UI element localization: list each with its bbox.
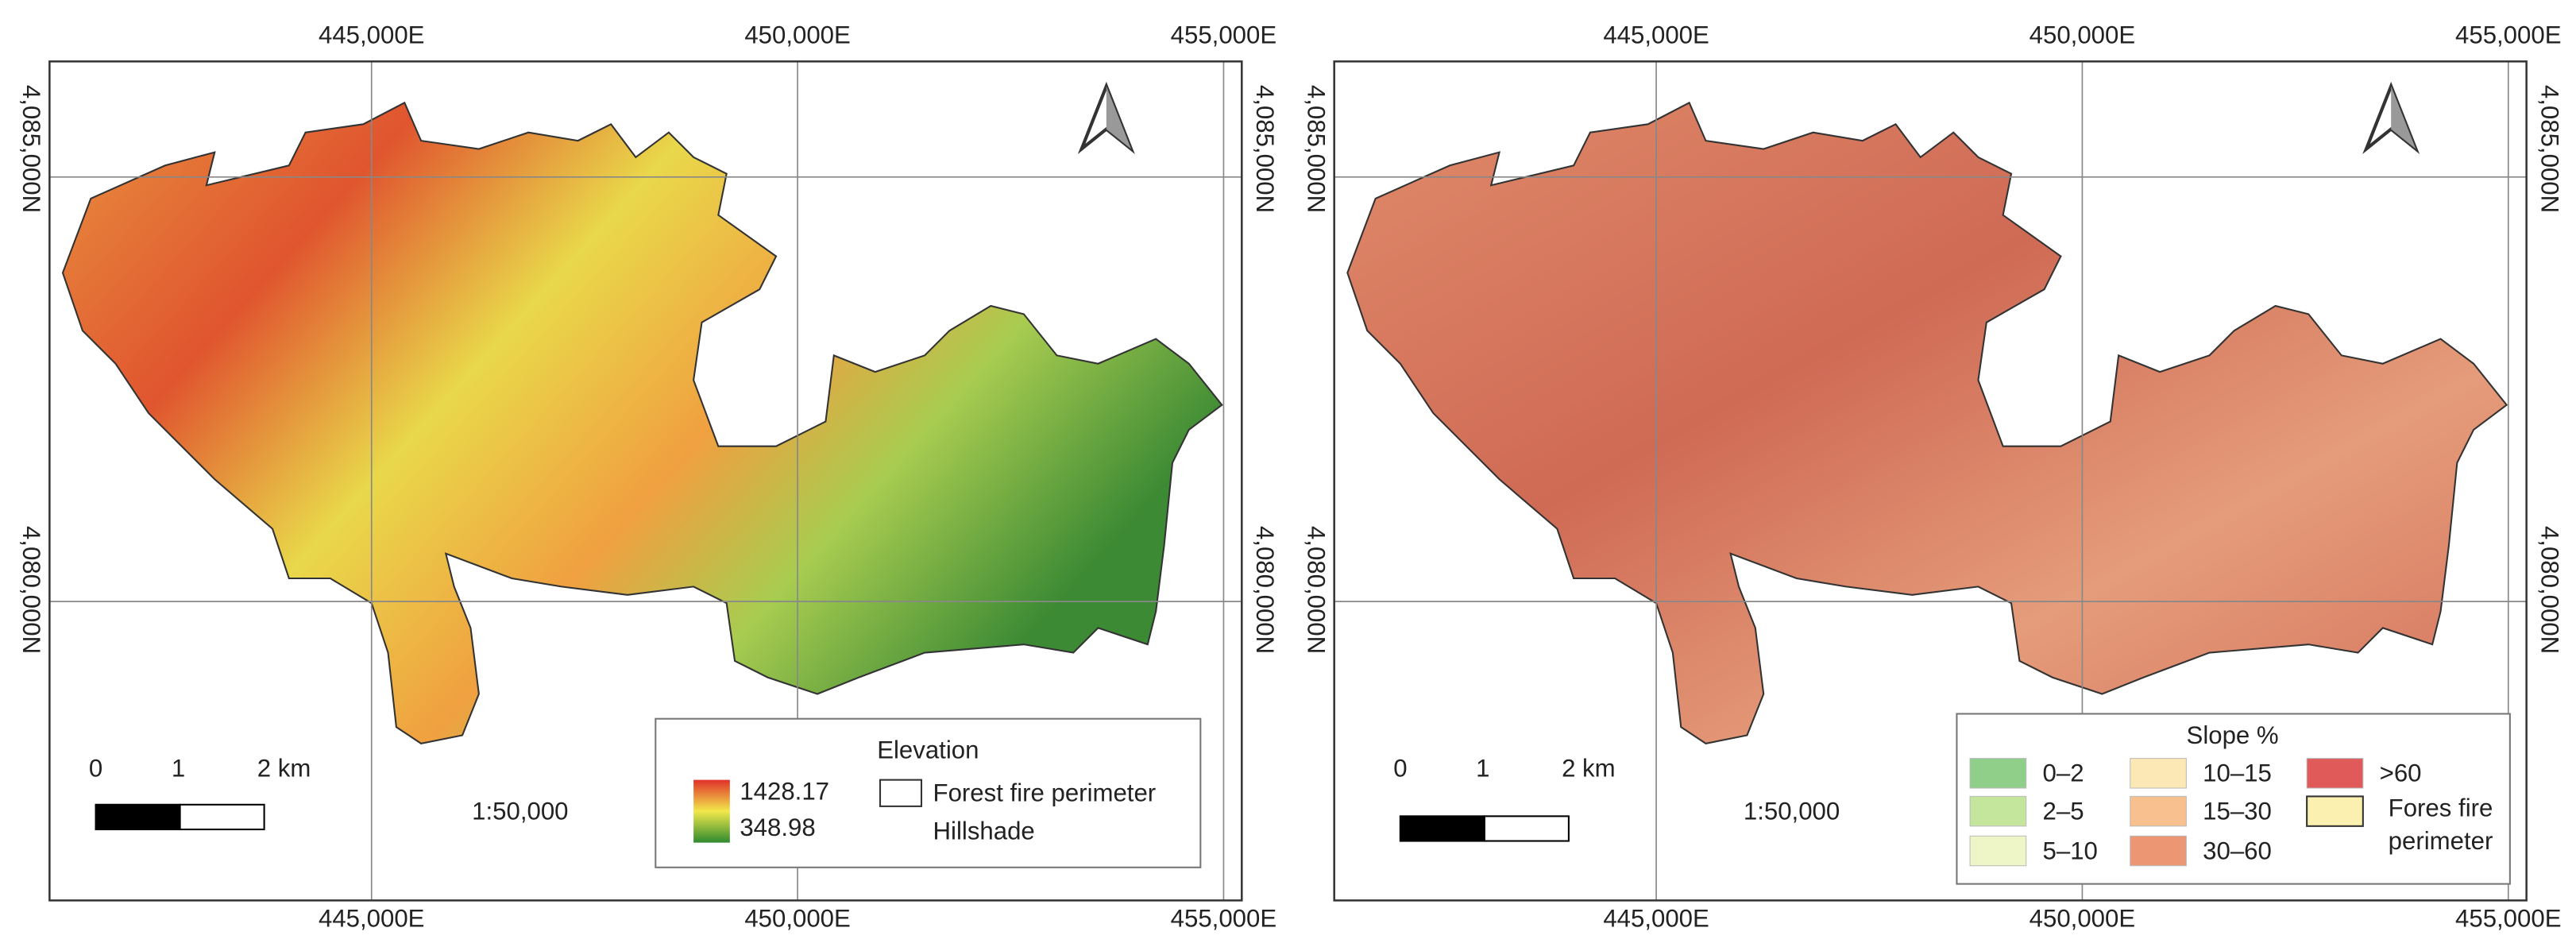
northing-label: 4,085,000N	[1251, 85, 1279, 213]
legend-swatch	[2130, 795, 2187, 827]
northing-label: 4,085,000N	[1303, 85, 1330, 213]
easting-label: 445,000E	[1603, 905, 1709, 933]
map-frame	[48, 60, 1243, 902]
easting-label: 450,000E	[2030, 21, 2135, 48]
legend-item: 5–10	[2043, 837, 2098, 864]
ramp-max: 1428.17	[740, 777, 829, 805]
easting-label: 450,000E	[744, 905, 850, 933]
scale-bar-white	[1483, 815, 1570, 842]
legend-item: Hillshade	[933, 817, 1035, 845]
easting-label: 445,000E	[1603, 21, 1709, 48]
slope-layer	[1346, 101, 2508, 744]
scale-bar-white	[179, 803, 265, 831]
scale-bar-label: 2 km	[257, 754, 311, 782]
legend-title: Slope %	[2187, 721, 2279, 749]
legend-item: 2–5	[2043, 797, 2084, 825]
north-arrow-half	[1106, 86, 1132, 149]
scale-bar-label: 2 km	[1562, 754, 1616, 782]
scale-bar-label: 0	[1393, 754, 1407, 782]
easting-label: 450,000E	[744, 21, 850, 48]
map-panel: 445,000E 450,000E 455,000E 445,000E 450,000E…	[17, 21, 1279, 932]
northing-label: 4,080,000N	[1251, 526, 1279, 654]
northing-label: 4,080,000N	[17, 526, 45, 654]
elevation-layer	[61, 101, 1223, 744]
legend-box	[655, 717, 1202, 868]
scale-text: 1:50,000	[1744, 797, 1840, 825]
legend-item: Forest fire perimeter	[933, 779, 1157, 807]
legend-item-wrap: Fores fire perimeter	[2388, 794, 2493, 856]
legend-swatch	[2130, 835, 2187, 867]
easting-label: 445,000E	[319, 905, 424, 933]
legend-item: 0–2	[2043, 760, 2084, 787]
perimeter-swatch	[879, 779, 923, 807]
ramp-min: 348.98	[740, 814, 815, 841]
legend-title: Elevation	[877, 736, 979, 764]
north-arrow-half	[2391, 86, 2416, 149]
legend-swatch	[1969, 795, 2027, 827]
legend-item: 10–15	[2203, 760, 2272, 787]
color-ramp	[693, 779, 730, 843]
easting-label: 450,000E	[2030, 905, 2135, 933]
northing-label: 4,085,000N	[17, 85, 45, 213]
easting-label: 455,000E	[1171, 905, 1276, 933]
legend-swatch	[1969, 758, 2027, 789]
legend-swatch	[1969, 835, 2027, 867]
northing-label: 4,080,000N	[2535, 526, 2563, 654]
legend-swatch	[2130, 758, 2187, 789]
scale-bar-black	[1399, 815, 1485, 842]
legend-item: 30–60	[2203, 837, 2272, 864]
legend-item: Fores fire perimeter	[2388, 794, 2493, 856]
scale-bar-label: 1	[1476, 754, 1489, 782]
map-frame	[1333, 60, 2528, 902]
legend-item: >60	[2380, 760, 2422, 787]
map-panel: 445,000E 450,000E 455,000E 445,000E 450,000E…	[1303, 21, 2564, 932]
legend-box	[1956, 713, 2511, 885]
easting-label: 455,000E	[2455, 21, 2561, 48]
perimeter-swatch	[2306, 795, 2364, 827]
northing-label: 4,085,000N	[2535, 85, 2563, 213]
easting-label: 455,000E	[1171, 21, 1276, 48]
northing-label: 4,080,000N	[1303, 526, 1330, 654]
legend-item: 15–30	[2203, 797, 2272, 825]
scale-bar-label: 0	[89, 754, 102, 782]
easting-label: 455,000E	[2455, 905, 2561, 933]
legend-swatch	[2306, 758, 2364, 789]
scale-bar-label: 1	[172, 754, 185, 782]
scale-text: 1:50,000	[472, 797, 568, 825]
scale-bar-black	[95, 803, 181, 831]
easting-label: 445,000E	[319, 21, 424, 48]
